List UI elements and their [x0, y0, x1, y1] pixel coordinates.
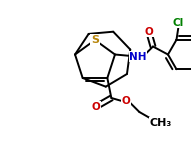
Text: S: S	[91, 35, 99, 45]
Text: NH: NH	[129, 52, 147, 62]
Text: O: O	[92, 102, 101, 112]
Text: O: O	[145, 26, 153, 37]
Text: O: O	[122, 96, 131, 106]
Text: CH₃: CH₃	[149, 118, 172, 128]
Text: Cl: Cl	[173, 18, 184, 28]
